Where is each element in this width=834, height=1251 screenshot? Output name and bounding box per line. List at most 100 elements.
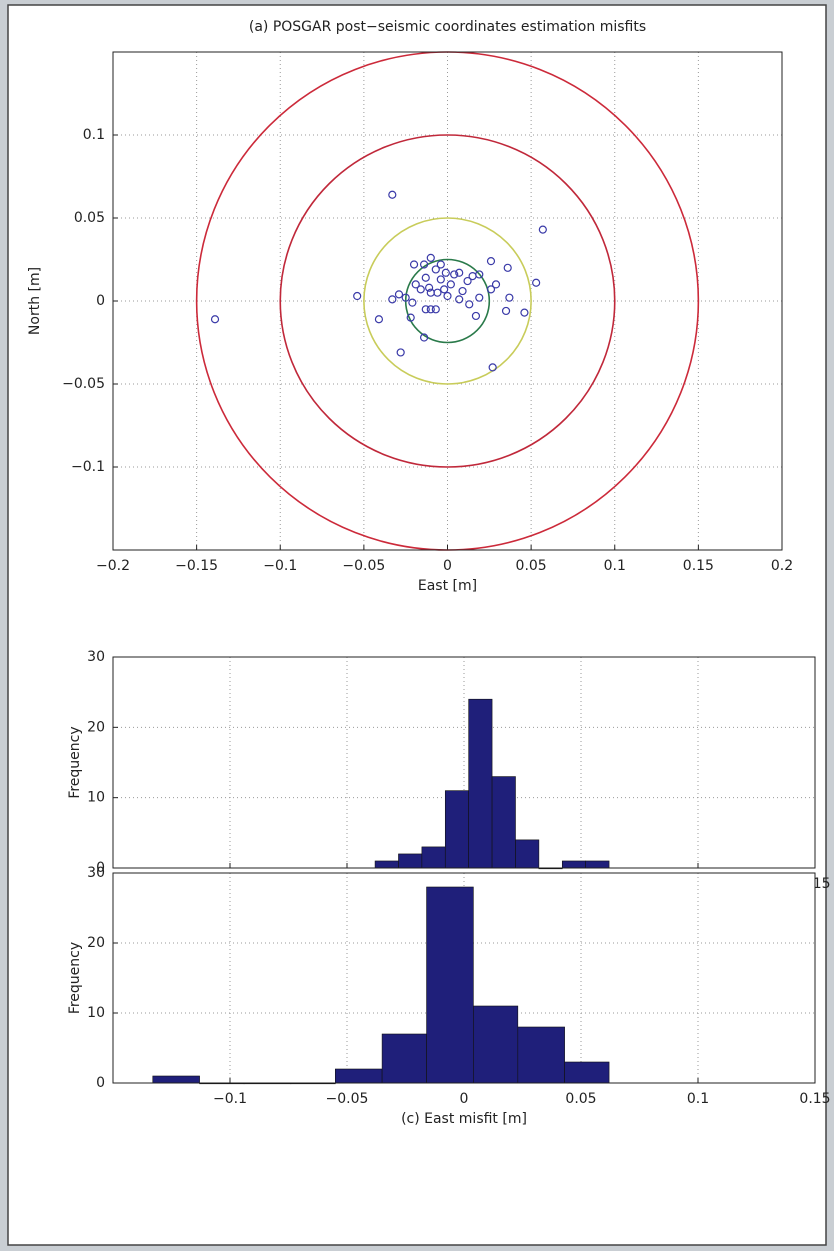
point bbox=[388, 190, 397, 199]
point bbox=[486, 285, 496, 294]
axes-box bbox=[112, 656, 816, 869]
reference-circle bbox=[279, 134, 616, 468]
point bbox=[455, 295, 464, 304]
bar bbox=[152, 1075, 200, 1084]
point bbox=[475, 293, 484, 302]
y-tick-label: 0 bbox=[96, 860, 105, 876]
x-tick-label: 0.1 bbox=[604, 558, 626, 574]
point bbox=[436, 275, 445, 284]
point bbox=[520, 308, 529, 317]
point bbox=[471, 311, 481, 321]
x-tick-label: 0.05 bbox=[565, 1091, 596, 1107]
bar bbox=[334, 1068, 383, 1084]
bar bbox=[517, 1026, 565, 1084]
y-tick-label: 30 bbox=[87, 649, 105, 665]
point bbox=[491, 280, 501, 289]
y-axis-label: Frequency bbox=[67, 942, 83, 1014]
point bbox=[532, 278, 541, 287]
point bbox=[505, 293, 514, 302]
point bbox=[446, 280, 455, 289]
bar bbox=[564, 1061, 610, 1084]
point bbox=[406, 313, 415, 322]
x-tick-label: −0.1 bbox=[263, 558, 297, 574]
point bbox=[436, 260, 445, 269]
y-axis-label: Frequency bbox=[67, 726, 83, 798]
point bbox=[503, 263, 512, 272]
x-tick-label: 0 bbox=[443, 558, 452, 574]
y-tick-label: −0.1 bbox=[71, 459, 105, 475]
y-tick-label: 20 bbox=[87, 935, 105, 951]
x-axis-label: (c) East misfit [m] bbox=[401, 1111, 527, 1127]
x-tick-label: −0.2 bbox=[96, 558, 130, 574]
bar bbox=[515, 839, 540, 869]
y-tick-label: 30 bbox=[87, 865, 105, 881]
point bbox=[538, 225, 547, 234]
y-tick-label: −0.05 bbox=[62, 376, 105, 392]
bar bbox=[426, 886, 474, 1084]
bar bbox=[421, 846, 446, 869]
bar bbox=[473, 1005, 519, 1084]
point bbox=[416, 285, 425, 294]
point bbox=[486, 257, 496, 266]
point bbox=[408, 298, 417, 307]
point bbox=[409, 260, 419, 269]
axes-box bbox=[112, 872, 816, 1084]
point bbox=[458, 286, 467, 296]
point bbox=[441, 268, 450, 277]
point bbox=[396, 348, 405, 357]
x-axis-label: East [m] bbox=[418, 578, 477, 594]
chart-title: (a) POSGAR post−seismic coordinates esti… bbox=[249, 19, 646, 35]
point bbox=[440, 285, 449, 294]
point bbox=[426, 305, 435, 314]
bar bbox=[398, 853, 423, 869]
point bbox=[353, 291, 362, 301]
point bbox=[374, 315, 384, 324]
point bbox=[421, 273, 430, 282]
bar bbox=[585, 860, 610, 869]
y-tick-label: 20 bbox=[87, 719, 105, 735]
y-axis-label: North [m] bbox=[27, 267, 43, 335]
point bbox=[210, 315, 220, 324]
reference-circle bbox=[363, 217, 532, 385]
y-tick-label: 10 bbox=[87, 1005, 105, 1021]
point bbox=[394, 290, 404, 299]
point bbox=[431, 305, 440, 314]
point bbox=[463, 276, 472, 286]
x-tick-label: 0.1 bbox=[687, 1091, 709, 1107]
y-tick-label: 0.05 bbox=[74, 210, 105, 226]
point bbox=[419, 260, 429, 269]
x-tick-label: 0 bbox=[460, 1091, 469, 1107]
point bbox=[450, 270, 459, 279]
bar bbox=[381, 1033, 427, 1084]
point bbox=[431, 265, 440, 274]
point bbox=[501, 306, 511, 316]
bar bbox=[374, 860, 399, 869]
bar bbox=[491, 776, 516, 869]
point bbox=[401, 293, 410, 302]
x-tick-label: 0.05 bbox=[516, 558, 547, 574]
axes-box bbox=[112, 51, 783, 551]
point bbox=[465, 300, 474, 309]
y-tick-label: 10 bbox=[87, 790, 105, 806]
point bbox=[488, 363, 497, 372]
y-tick-label: 0 bbox=[96, 1075, 105, 1091]
point bbox=[388, 295, 397, 304]
point bbox=[411, 280, 420, 289]
point bbox=[433, 288, 442, 297]
point bbox=[426, 253, 435, 262]
point bbox=[419, 333, 429, 342]
x-tick-label: 0.15 bbox=[799, 1091, 830, 1107]
bar bbox=[468, 698, 493, 869]
point bbox=[455, 268, 464, 277]
x-tick-label: −0.05 bbox=[342, 558, 385, 574]
x-tick-label: −0.1 bbox=[213, 1091, 247, 1107]
point bbox=[425, 283, 434, 292]
point bbox=[443, 291, 452, 301]
x-tick-label: −0.05 bbox=[326, 1091, 369, 1107]
point bbox=[421, 305, 430, 314]
y-tick-label: 0.1 bbox=[83, 127, 105, 143]
x-tick-label: 0.15 bbox=[683, 558, 714, 574]
x-tick-label: 0.2 bbox=[771, 558, 793, 574]
point bbox=[475, 270, 484, 279]
